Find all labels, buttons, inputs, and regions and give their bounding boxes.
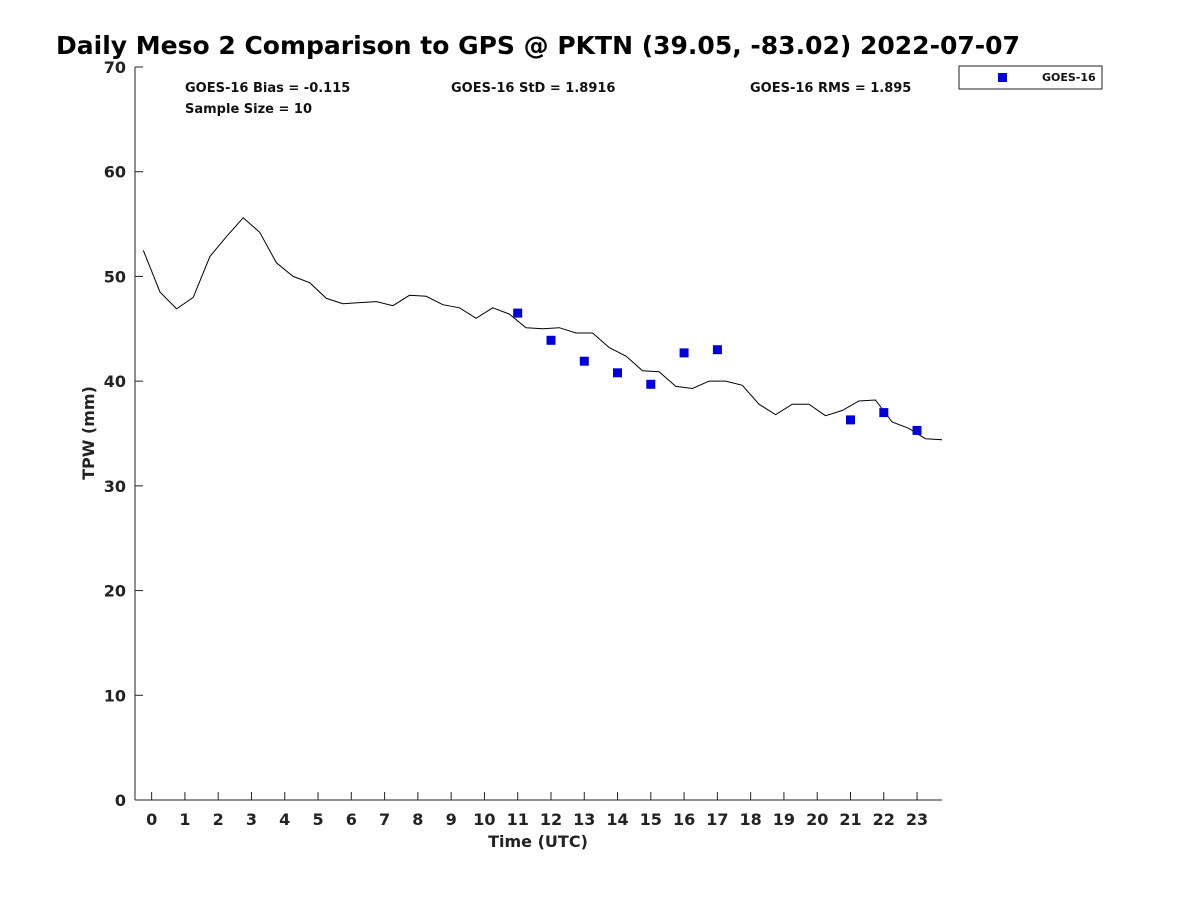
- x-tick-label: 10: [473, 810, 495, 829]
- x-tick-label: 3: [246, 810, 257, 829]
- x-axis-label: Time (UTC): [488, 832, 588, 851]
- legend: GOES-16: [958, 65, 1103, 90]
- goes16-point: [679, 348, 689, 358]
- legend-marker-goes16: [998, 73, 1007, 82]
- x-tick-label: 14: [606, 810, 628, 829]
- x-tick-label: 23: [906, 810, 928, 829]
- x-tick-label: 0: [146, 810, 157, 829]
- x-tick-label: 19: [773, 810, 795, 829]
- x-tick-label: 16: [673, 810, 695, 829]
- stat-bias: GOES-16 Bias = -0.115: [185, 81, 350, 96]
- y-tick-label: 40: [104, 372, 126, 391]
- stat-sample-size: Sample Size = 10: [185, 102, 312, 117]
- y-tick-label: 60: [104, 163, 126, 182]
- x-tick-label: 21: [839, 810, 861, 829]
- y-tick-label: 20: [104, 582, 126, 601]
- x-tick-label: 6: [346, 810, 357, 829]
- x-tick-label: 15: [640, 810, 662, 829]
- x-tick-label: 22: [873, 810, 895, 829]
- x-ticks: 0 1 2 3 4 5 6 7 8 9 10 11 12 13 14 15 16 17 18 19 20 21 22 23: [146, 792, 928, 829]
- y-axis-label: TPW (mm): [79, 386, 98, 480]
- x-tick-label: 18: [740, 810, 762, 829]
- legend-label-goes16: GOES-16: [1042, 71, 1096, 84]
- x-tick-label: 8: [412, 810, 423, 829]
- x-tick-label: 4: [279, 810, 290, 829]
- y-tick-label: 10: [104, 686, 126, 705]
- goes16-point: [646, 379, 656, 389]
- y-tick-label: 30: [104, 477, 126, 496]
- goes16-point: [579, 356, 589, 366]
- x-tick-label: 7: [379, 810, 390, 829]
- x-tick-label: 12: [540, 810, 562, 829]
- x-tick-label: 9: [446, 810, 457, 829]
- stats-annotations: GOES-16 Bias = -0.115 GOES-16 StD = 1.89…: [185, 81, 911, 117]
- goes16-point: [513, 308, 523, 318]
- gps-tpw-line: [142, 217, 943, 441]
- chart-title: Daily Meso 2 Comparison to GPS @ PKTN (3…: [56, 31, 1020, 60]
- goes16-point: [546, 335, 556, 345]
- y-ticks: 0 10 20 30 40 50 60 70: [104, 58, 143, 810]
- x-tick-label: 20: [806, 810, 828, 829]
- stat-std: GOES-16 StD = 1.8916: [451, 81, 615, 96]
- goes16-point: [912, 425, 922, 435]
- stat-rms: GOES-16 RMS = 1.895: [750, 81, 911, 96]
- goes16-point: [846, 415, 855, 425]
- y-tick-label: 50: [104, 267, 126, 286]
- x-tick-label: 13: [573, 810, 595, 829]
- goes16-point: [879, 408, 889, 418]
- legend-box: [958, 65, 1103, 90]
- y-tick-label: 0: [115, 791, 126, 810]
- x-tick-label: 5: [312, 810, 323, 829]
- x-tick-label: 11: [507, 810, 529, 829]
- series-layer: [142, 217, 943, 441]
- goes16-point: [712, 345, 722, 355]
- y-tick-label: 70: [104, 58, 126, 77]
- x-tick-label: 17: [706, 810, 728, 829]
- x-tick-label: 1: [179, 810, 190, 829]
- x-tick-label: 2: [213, 810, 224, 829]
- goes16-point: [613, 368, 622, 378]
